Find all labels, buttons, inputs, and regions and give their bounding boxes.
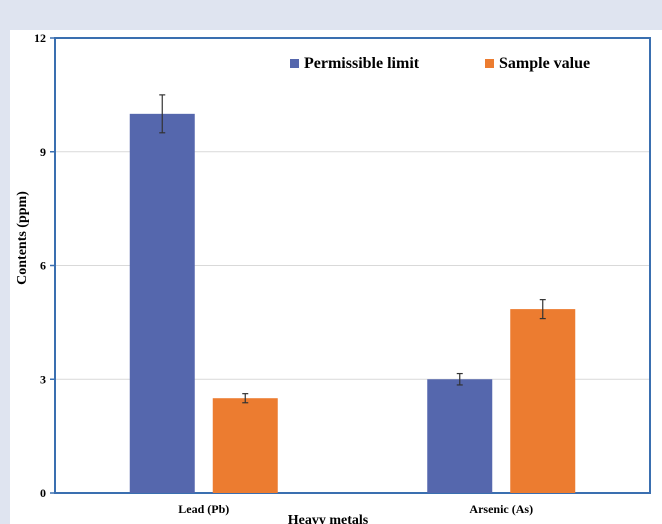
legend-label: Permissible limit <box>304 55 420 72</box>
y-tick-label: 6 <box>40 259 46 273</box>
bar-permissible-limit <box>129 113 195 493</box>
x-tick-label: Arsenic (As) <box>469 502 533 516</box>
y-axis-title: Contents (ppm) <box>15 191 30 285</box>
x-tick-label: Lead (Pb) <box>178 502 229 516</box>
y-tick-label: 9 <box>40 145 46 159</box>
y-axis-ticks: 0 3 6 9 12 <box>34 31 55 500</box>
legend: Permissible limit Sample value <box>290 55 590 72</box>
bar-sample-value <box>212 398 278 493</box>
y-tick-label: 12 <box>34 31 46 45</box>
bars <box>129 94 576 493</box>
x-axis-category-labels: Lead (Pb) Arsenic (As) <box>178 502 533 516</box>
x-axis-title: Heavy metals <box>288 513 369 524</box>
legend-label: Sample value <box>499 55 590 72</box>
bar-permissible-limit <box>427 379 493 493</box>
legend-swatch <box>485 59 494 68</box>
y-tick-label: 0 <box>40 486 46 500</box>
y-tick-label: 3 <box>40 372 46 386</box>
legend-swatch <box>290 59 299 68</box>
bar-sample-value <box>510 309 576 493</box>
